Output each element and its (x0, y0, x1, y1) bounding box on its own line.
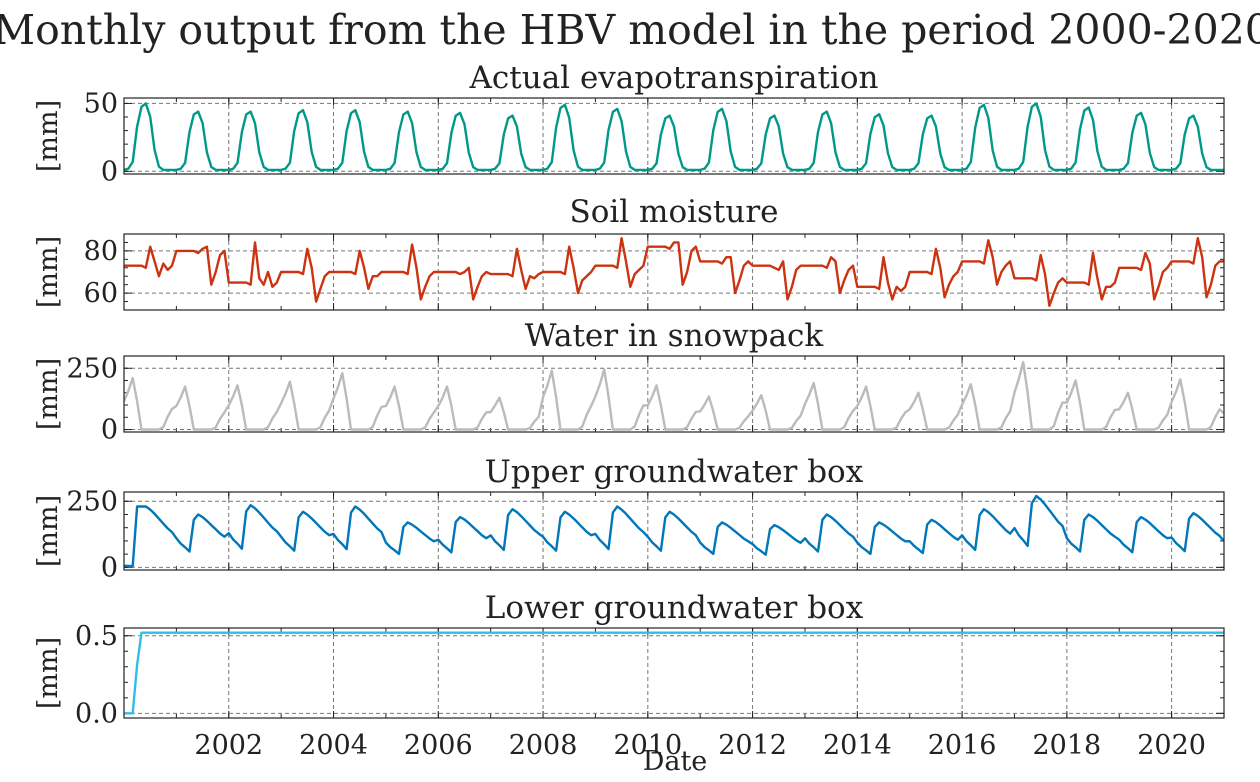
y-axis-label: [mm] (33, 236, 64, 308)
series-line (124, 494, 1224, 568)
x-axis: 2002 2004 2006 2008 2010 2012 2014 2016 2018 2020 (194, 730, 1206, 761)
x-tick-label: 2004 (299, 730, 368, 761)
y-tick-label: 0 (101, 415, 118, 446)
y-tick-label: 0 (101, 156, 118, 187)
panel-title: Lower groundwater box (485, 590, 864, 626)
x-tick-label: 2010 (613, 730, 682, 761)
panel-frame (123, 627, 1225, 719)
y-tick-label: 0.5 (75, 621, 118, 652)
y-tick-label: 80 (84, 236, 118, 267)
panel-frame (123, 97, 1225, 175)
series-line (124, 360, 1224, 431)
figure-title: Monthly output from the HBV model in the… (0, 6, 1260, 54)
y-axis-label: [mm] (33, 100, 64, 172)
x-tick-label: 2008 (509, 730, 578, 761)
panel-1: Actual evapotranspiration 0 50 [mm] (33, 60, 1225, 187)
x-tick-label: 2018 (1032, 730, 1101, 761)
panel-title: Upper groundwater box (485, 454, 864, 490)
y-axis-label: [mm] (33, 637, 64, 709)
y-tick-label: 60 (84, 278, 118, 309)
y-tick-label: 0 (101, 552, 118, 583)
panel-2: Soil moisture 60 80 [mm] (33, 194, 1225, 311)
panel-frame (123, 355, 1225, 433)
y-tick-label: 0.0 (75, 698, 118, 729)
panel-5: Lower groundwater box 0.0 0.5 [mm] (33, 590, 1225, 729)
panel-frame (123, 491, 1225, 571)
series-line (124, 102, 1224, 172)
panel-frame (123, 233, 1225, 311)
panel-title: Soil moisture (569, 194, 778, 230)
panel-title: Actual evapotranspiration (469, 60, 879, 96)
x-tick-label: 2006 (404, 730, 473, 761)
x-tick-label: 2014 (823, 730, 892, 761)
y-tick-label: 250 (66, 353, 118, 384)
x-tick-label: 2002 (194, 730, 263, 761)
y-axis-label: [mm] (33, 495, 64, 567)
x-axis-label: Date (643, 746, 708, 777)
x-tick-label: 2012 (718, 730, 787, 761)
y-axis-label: [mm] (33, 358, 64, 430)
series-line (124, 631, 1224, 715)
panel-4: Upper groundwater box 0 250[mm] (33, 454, 1225, 583)
x-tick-label: 2020 (1137, 730, 1206, 761)
x-tick-label: 2016 (928, 730, 997, 761)
y-tick-label: 50 (84, 88, 118, 119)
panel-3: Water in snowpack 0 250[mm] (33, 318, 1225, 446)
panel-title: Water in snowpack (525, 318, 824, 354)
y-tick-label: 250 (66, 486, 118, 517)
series-line (124, 237, 1224, 307)
